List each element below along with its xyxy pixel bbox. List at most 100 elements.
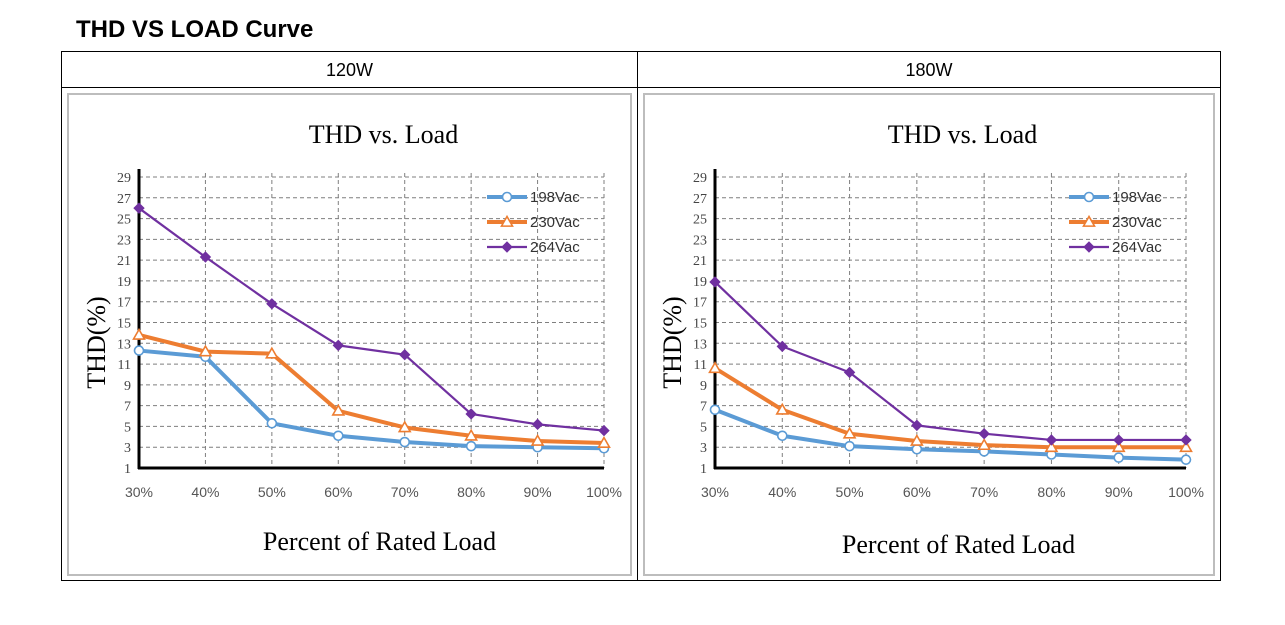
data-point <box>399 349 411 361</box>
y-tick-label: 13 <box>693 337 707 352</box>
data-point <box>1111 440 1126 453</box>
legend-marker <box>501 241 513 253</box>
page-title: THD VS LOAD Curve <box>76 16 314 43</box>
y-tick-label: 11 <box>694 358 707 373</box>
chart-frame-120w: THD vs. Load 1 3 5 7 9 11 13 15 17 19 21 23 25 27 29 30%… <box>67 93 632 576</box>
data-point <box>911 443 923 455</box>
chart-title: THD vs. Load <box>309 120 458 149</box>
y-tick-label: 9 <box>700 379 707 394</box>
legend-marker <box>501 191 513 203</box>
data-point <box>132 327 146 340</box>
data-point <box>843 366 856 379</box>
y-tick-label: 3 <box>124 441 131 456</box>
y-tick-label: 23 <box>117 233 131 248</box>
series-230Vac <box>132 327 611 448</box>
x-axis-label: Percent of Rated Load <box>263 527 496 556</box>
data-point <box>1180 434 1192 446</box>
y-tick-label: 25 <box>693 213 707 228</box>
y-tick-label: 27 <box>693 192 707 207</box>
series-198Vac <box>133 345 610 454</box>
data-point <box>332 430 344 442</box>
y-tick-label: 17 <box>117 296 131 311</box>
y-tick-label: 7 <box>700 400 707 415</box>
chart-table: 120W THD vs. Load 1 3 5 7 9 11 13 15 17 19 21 23 25 27… <box>61 51 1221 581</box>
y-tick-label: 21 <box>693 254 707 269</box>
x-tick-label: 60% <box>903 484 931 500</box>
data-point <box>978 427 990 440</box>
series-line <box>714 281 1186 442</box>
data-point <box>1045 434 1058 446</box>
data-point <box>709 276 721 288</box>
data-point <box>465 408 477 420</box>
data-point <box>464 428 479 441</box>
y-tick-label: 19 <box>693 275 707 290</box>
x-axis-label: Percent of Rated Load <box>842 530 1075 559</box>
y-tick-label: 29 <box>693 171 707 186</box>
legend-marker <box>1082 214 1096 227</box>
x-tick-label: 90% <box>524 484 552 500</box>
y-tick-label: 23 <box>693 233 707 248</box>
data-point <box>709 404 721 416</box>
y-tick-label: 7 <box>124 400 131 415</box>
legend-marker <box>1083 191 1095 203</box>
data-point <box>198 344 213 357</box>
legend: 198Vac 230Vac 264Vac <box>487 189 580 256</box>
legend-label: 198Vac <box>1112 189 1162 206</box>
data-point <box>397 420 412 433</box>
y-tick-label: 3 <box>700 441 707 456</box>
y-tick-label: 9 <box>124 379 131 394</box>
legend-label: 264Vac <box>1112 239 1162 256</box>
y-tick-label: 1 <box>124 462 131 477</box>
x-tick-label: 60% <box>324 484 352 500</box>
series-264Vac <box>133 202 610 437</box>
y-tick-label: 11 <box>118 358 131 373</box>
y-tick-label: 21 <box>117 254 131 269</box>
column-120w: 120W THD vs. Load 1 3 5 7 9 11 13 15 17 19 21 23 25 27… <box>62 52 638 580</box>
data-point <box>1113 452 1125 463</box>
chart-title: THD vs. Load <box>888 120 1037 149</box>
data-point <box>1179 440 1193 453</box>
series-264Vac <box>709 276 1192 446</box>
data-point <box>911 419 923 432</box>
data-point <box>264 346 279 359</box>
y-tick-label: 1 <box>700 462 707 477</box>
x-tick-label: 40% <box>768 484 796 500</box>
x-tick-label: 80% <box>1037 484 1065 500</box>
y-tick-label: 15 <box>117 317 131 332</box>
legend-label: 230Vac <box>1112 214 1162 231</box>
legend-marker <box>500 214 514 227</box>
x-tick-label: 70% <box>970 484 998 500</box>
x-tick-label: 40% <box>191 484 219 500</box>
x-tick-label: 100% <box>586 484 622 500</box>
data-point <box>1113 434 1125 446</box>
data-point <box>909 433 924 446</box>
legend-marker <box>1083 241 1095 253</box>
legend-label: 230Vac <box>530 214 580 231</box>
data-point <box>1044 440 1059 453</box>
data-point <box>1180 454 1192 465</box>
data-point <box>332 339 344 352</box>
column-180w: 180W THD vs. Load 1 3 5 7 9 11 13 15 17 19 21 23 25 27… <box>638 52 1220 580</box>
series-line <box>713 366 1186 450</box>
legend-label: 198Vac <box>530 189 580 206</box>
y-tick-label: 25 <box>117 213 131 228</box>
data-point <box>399 436 411 448</box>
y-tick-label: 13 <box>117 337 131 352</box>
data-point <box>775 402 790 415</box>
y-tick-label: 5 <box>124 420 131 435</box>
data-point <box>199 251 212 263</box>
y-tick-label: 15 <box>693 317 707 332</box>
data-point <box>266 298 278 310</box>
thd-chart-180w: THD vs. Load135791113151719212325272930%… <box>658 120 1204 559</box>
series-line <box>138 348 605 451</box>
series-line <box>138 333 605 446</box>
data-point <box>465 440 477 452</box>
data-point <box>530 433 545 446</box>
data-point <box>708 361 722 374</box>
x-tick-label: 50% <box>836 484 864 500</box>
x-tick-label: 90% <box>1105 484 1133 500</box>
data-point <box>776 430 788 442</box>
x-tick-label: 70% <box>391 484 419 500</box>
x-tick-label: 30% <box>125 484 153 500</box>
x-tick-label: 80% <box>457 484 485 500</box>
